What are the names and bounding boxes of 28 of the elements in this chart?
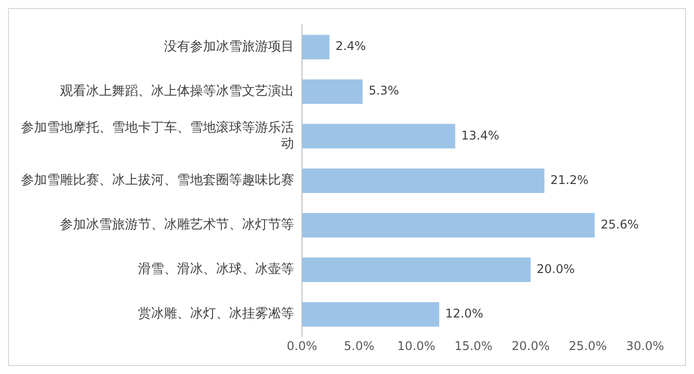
y-tick-label: 没有参加冰雪旅游项目 (164, 39, 294, 54)
x-tick-label: 15.0% (454, 338, 493, 353)
y-tick-label: 赏冰雕、冰灯、冰挂雾凇等 (138, 306, 294, 322)
x-tick-label: 25.0% (568, 338, 607, 353)
y-tick-label: 参加雪雕比赛、冰上拔河、雪地套圈等趣味比赛 (21, 172, 294, 188)
data-label: 5.3% (368, 84, 400, 98)
data-label: 2.4% (335, 39, 366, 54)
y-tick-label: 参加雪地摩托、雪地卡丁车、雪地滚球等游乐活动 (21, 120, 294, 152)
bar (302, 302, 440, 327)
x-tick-label: 30.0% (626, 338, 664, 353)
bar (302, 34, 330, 60)
bar (302, 124, 456, 148)
x-tick-label: 20.0% (512, 338, 550, 353)
bar (302, 258, 531, 282)
data-label: 21.2% (550, 172, 589, 187)
bar (302, 79, 363, 104)
y-tick-label: 参加冰雪旅游节、冰雕艺术节、冰灯节等 (60, 218, 294, 233)
x-tick-label: 5.0% (344, 338, 374, 353)
data-label: 12.0% (445, 306, 484, 320)
bar (302, 168, 544, 193)
data-label: 25.6% (600, 217, 639, 232)
y-tick-label: 滑雪、滑冰、冰球、冰壶等 (138, 262, 294, 278)
data-label: 13.4% (461, 128, 500, 142)
bar (302, 212, 595, 238)
x-tick-label: 10.0% (397, 338, 436, 353)
y-tick-label: 观看冰上舞蹈、冰上体操等冰雪文艺演出 (60, 84, 294, 99)
x-tick-label: 0.0% (286, 338, 318, 353)
data-label: 20.0% (536, 262, 575, 276)
